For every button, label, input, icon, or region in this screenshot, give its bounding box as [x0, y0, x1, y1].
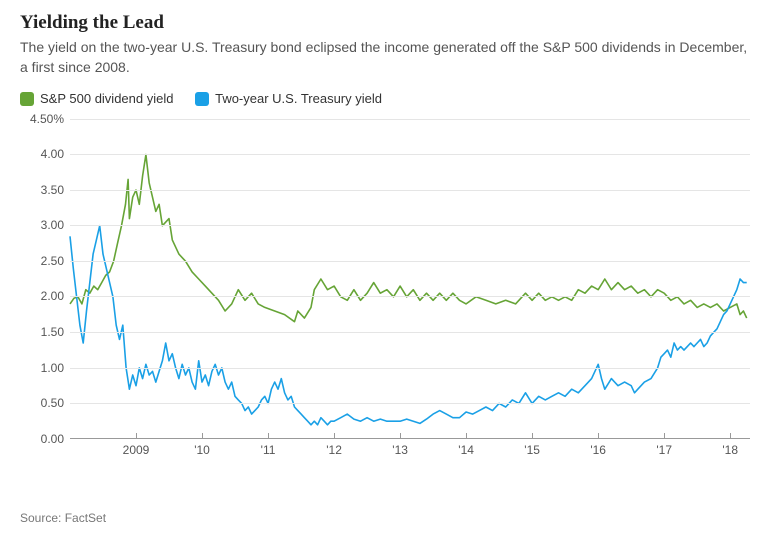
x-tick-label: '16 — [590, 443, 606, 457]
x-tick-label: '10 — [194, 443, 210, 457]
x-tick — [268, 433, 269, 439]
x-tick — [532, 433, 533, 439]
x-tick — [730, 433, 731, 439]
gridline — [70, 225, 750, 226]
y-tick-label: 0.00 — [41, 432, 64, 446]
chart-source: Source: FactSet — [20, 511, 106, 525]
legend-item-sp500: S&P 500 dividend yield — [20, 91, 173, 106]
series-line — [70, 225, 747, 424]
gridline — [70, 154, 750, 155]
x-tick — [334, 433, 335, 439]
chart-title: Yielding the Lead — [20, 12, 753, 34]
x-axis-labels: 2009 '10 '11 '12 '13 '14 '15 '16 '17 '18 — [70, 439, 750, 459]
chart-subtitle: The yield on the two-year U.S. Treasury … — [20, 38, 753, 77]
y-tick-label: 4.50% — [30, 112, 64, 126]
y-axis-labels: 0.000.501.001.502.002.503.003.504.004.50… — [20, 119, 70, 439]
gridline — [70, 190, 750, 191]
y-tick-label: 2.50 — [41, 254, 64, 268]
legend-label-sp500: S&P 500 dividend yield — [40, 91, 173, 106]
x-tick-label: '11 — [261, 443, 276, 457]
gridline — [70, 332, 750, 333]
y-tick-label: 3.50 — [41, 183, 64, 197]
gridline — [70, 119, 750, 120]
y-tick-label: 2.00 — [41, 289, 64, 303]
x-tick — [202, 433, 203, 439]
legend-item-treasury: Two-year U.S. Treasury yield — [195, 91, 382, 106]
y-tick-label: 1.00 — [41, 361, 64, 375]
legend-swatch-sp500 — [20, 92, 34, 106]
gridline — [70, 403, 750, 404]
x-tick-label: '15 — [524, 443, 540, 457]
plot-area — [70, 119, 750, 439]
legend-label-treasury: Two-year U.S. Treasury yield — [215, 91, 382, 106]
y-tick-label: 4.00 — [41, 147, 64, 161]
y-tick-label: 1.50 — [41, 325, 64, 339]
x-tick — [466, 433, 467, 439]
legend-swatch-treasury — [195, 92, 209, 106]
x-tick — [598, 433, 599, 439]
x-tick — [664, 433, 665, 439]
y-tick-label: 3.00 — [41, 218, 64, 232]
x-tick-label: 2009 — [123, 443, 150, 457]
x-tick — [136, 433, 137, 439]
x-tick — [400, 433, 401, 439]
chart-area: 0.000.501.001.502.002.503.003.504.004.50… — [20, 119, 750, 463]
gridline — [70, 261, 750, 262]
x-tick-label: '14 — [458, 443, 474, 457]
chart-lines-svg — [70, 119, 750, 439]
gridline — [70, 296, 750, 297]
y-tick-label: 0.50 — [41, 396, 64, 410]
x-tick-label: '13 — [392, 443, 408, 457]
chart-legend: S&P 500 dividend yield Two-year U.S. Tre… — [20, 91, 753, 109]
x-tick-label: '17 — [656, 443, 672, 457]
x-tick-label: '12 — [326, 443, 342, 457]
x-tick-label: '18 — [722, 443, 738, 457]
gridline — [70, 368, 750, 369]
